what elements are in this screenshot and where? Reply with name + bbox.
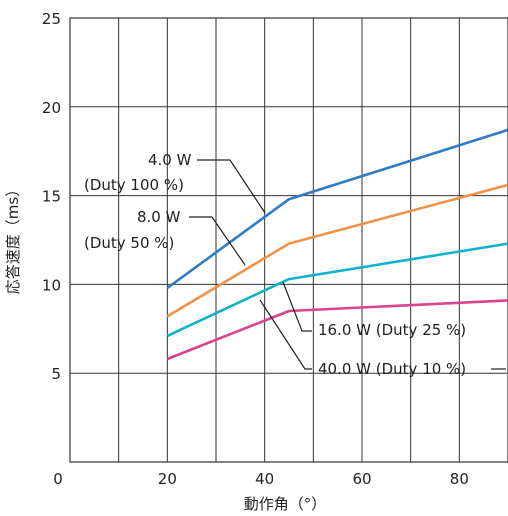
series-lines (166, 128, 508, 361)
series-line-4 (166, 299, 508, 361)
annotation-4w-duty: (Duty 100 %) (84, 176, 184, 194)
plot-frame (69, 17, 508, 463)
x-tick-label: 20 (158, 470, 177, 488)
y-tick-label: 10 (42, 276, 61, 294)
leader-line-2 (189, 216, 246, 266)
series-line-2 (166, 183, 508, 318)
annotation-8w-duty: (Duty 50 %) (84, 234, 174, 252)
tick-labels: 0 20 40 60 80 5 10 15 20 25 (42, 10, 469, 488)
leader-line-3 (282, 281, 312, 332)
y-axis-title: 応答速度（ms） (4, 182, 22, 294)
y-tick-label: 5 (51, 365, 61, 383)
y-tick-label: 25 (42, 10, 61, 28)
series-line-1 (166, 128, 508, 290)
annotation-16w: 16.0 W (Duty 25 %) (318, 321, 466, 339)
x-tick-label: 40 (255, 470, 274, 488)
series-line-3 (166, 242, 508, 338)
grid (69, 17, 508, 463)
y-tick-label: 15 (42, 188, 61, 206)
x-tick-label: 60 (352, 470, 371, 488)
x-tick-label: 80 (450, 470, 469, 488)
annotation-leaders (189, 159, 506, 370)
y-tick-label: 20 (42, 99, 61, 117)
leader-line-1 (197, 159, 266, 214)
x-tick-label: 0 (53, 470, 63, 488)
annotation-8w: 8.0 W (137, 208, 181, 226)
x-axis-title: 動作角（°） (244, 495, 327, 513)
leader-line-4 (259, 299, 312, 370)
annotation-40w: 40.0 W (Duty 10 %) (318, 360, 466, 378)
annotation-4w: 4.0 W (148, 151, 192, 169)
